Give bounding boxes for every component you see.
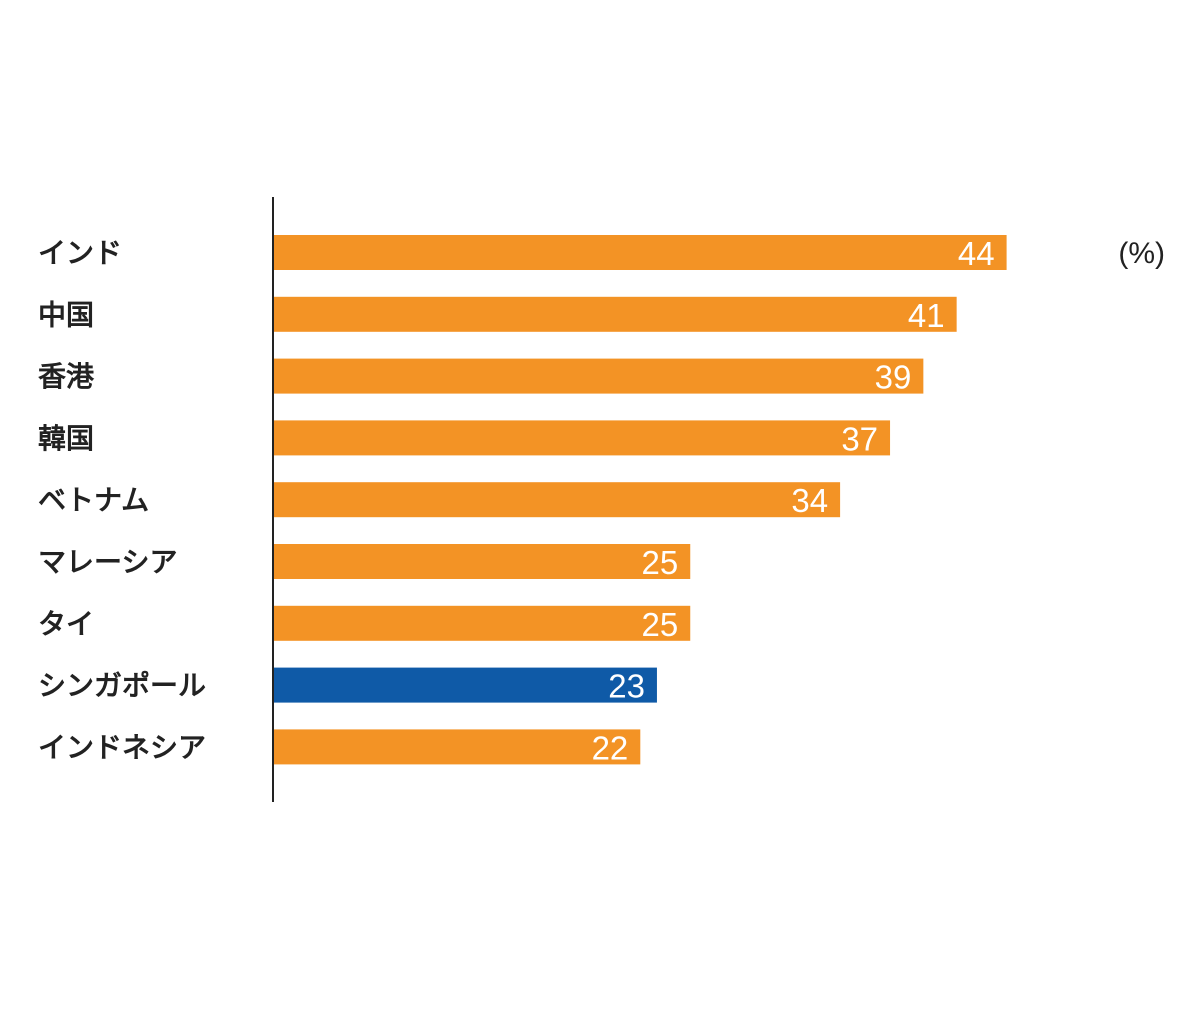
value-label-9: 22	[592, 729, 629, 766]
bar-5	[274, 482, 841, 518]
bar-9	[274, 729, 641, 765]
value-label-6: 25	[642, 544, 679, 581]
bar-7	[274, 605, 691, 641]
value-label-3: 39	[875, 359, 912, 396]
value-label-8: 23	[608, 668, 645, 705]
category-label-8: シンガポール	[38, 669, 206, 702]
value-label-5: 34	[791, 482, 828, 519]
value-label-7: 25	[642, 606, 679, 643]
bar-6	[274, 544, 691, 579]
bar-1	[274, 235, 1007, 270]
category-label-9: インドネシア	[38, 731, 206, 764]
bars-layer: 44 41 39 37 34 25 25 23 22	[274, 235, 1007, 766]
category-label-1: インド	[38, 237, 122, 270]
category-label-6: マレーシア	[38, 546, 177, 579]
bar-4	[274, 420, 891, 456]
category-label-4: 韓国	[38, 422, 94, 455]
bar-2	[274, 296, 957, 332]
value-label-1: 44	[958, 235, 995, 272]
bar-8	[274, 667, 657, 703]
category-label-5: ベトナム	[38, 484, 149, 517]
category-label-7: タイ	[38, 607, 94, 640]
bar-3	[274, 358, 924, 394]
value-label-4: 37	[841, 420, 878, 457]
value-label-2: 41	[908, 297, 945, 334]
category-label-3: 香港	[38, 360, 95, 393]
unit-label: (%)	[1118, 237, 1165, 270]
category-label-2: 中国	[38, 298, 94, 331]
